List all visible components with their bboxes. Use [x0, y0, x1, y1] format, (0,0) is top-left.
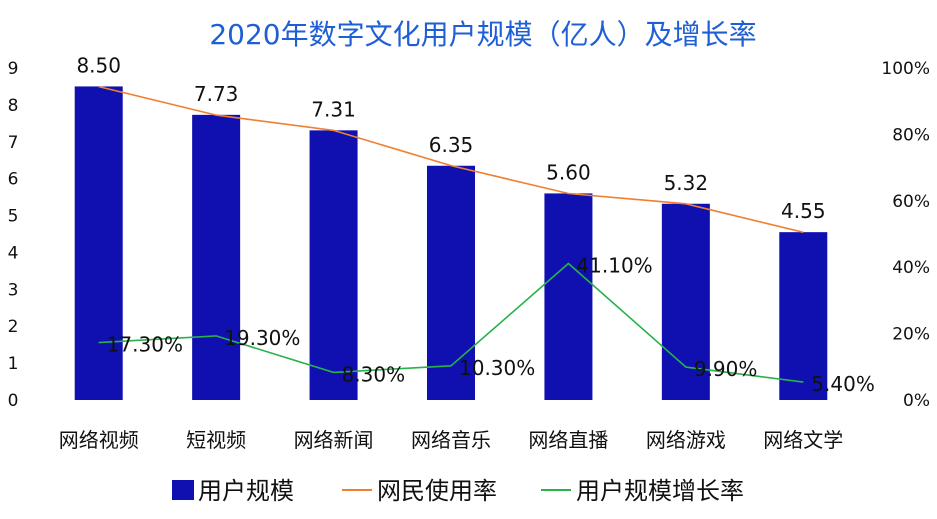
chart-title: 2020年数字文化用户规模（亿人）及增长率: [209, 18, 756, 51]
right-axis-tick-label: 60%: [892, 192, 930, 212]
growth-rate-label: 10.30%: [459, 356, 535, 380]
usage-rate-line: [98, 85, 804, 234]
bar: [74, 86, 123, 400]
line-series: [98, 85, 804, 383]
bar-value-label: 4.55: [781, 199, 826, 223]
right-axis-tick-label: 40%: [892, 258, 930, 278]
bar-value-label: 8.50: [76, 53, 121, 77]
bar-series: [74, 86, 828, 401]
legend: 用户规模 网民使用率 用户规模增长率: [172, 477, 744, 505]
left-axis-tick-label: 7: [8, 133, 19, 153]
left-axis-tick-label: 9: [8, 59, 19, 79]
growth-rate-line: [98, 262, 804, 383]
category-label: 网络视频: [59, 428, 139, 452]
bar-value-label: 5.32: [664, 171, 709, 195]
right-axis-tick-label: 80%: [892, 125, 930, 145]
bar: [779, 232, 828, 400]
category-label: 网络游戏: [646, 428, 726, 452]
legend-label: 网民使用率: [377, 477, 497, 505]
growth-rate-label: 8.30%: [342, 362, 406, 386]
left-axis-tick-label: 2: [8, 317, 19, 337]
category-label: 短视频: [186, 428, 246, 452]
growth-rate-label: 9.90%: [694, 357, 758, 381]
category-label: 网络音乐: [411, 428, 491, 452]
bar-value-label: 6.35: [429, 133, 474, 157]
category-axis: 网络视频 短视频 网络新闻 网络音乐 网络直播 网络游戏 网络文学: [59, 428, 844, 452]
left-axis-tick-label: 1: [8, 354, 19, 374]
data-labels: 8.50 7.73 7.31 6.35 5.60 5.32 4.55 17.30% 19.30%…: [76, 53, 874, 396]
bar-value-label: 7.73: [194, 82, 239, 106]
growth-rate-label: 41.10%: [576, 254, 652, 278]
right-axis-tick-label: 0%: [903, 391, 930, 411]
left-axis-tick-label: 6: [8, 170, 19, 190]
right-axis: 0% 20% 40% 60% 80% 100%: [881, 59, 930, 411]
bar-value-label: 7.31: [311, 97, 356, 121]
legend-label: 用户规模: [198, 477, 294, 505]
right-axis-tick-label: 100%: [881, 59, 930, 79]
left-axis: 0 1 2 3 4 5 6 7 8 9: [8, 59, 19, 411]
bar: [309, 130, 358, 400]
bar: [427, 165, 475, 400]
left-axis-tick-label: 5: [8, 207, 19, 227]
growth-rate-label: 17.30%: [107, 333, 183, 357]
category-label: 网络直播: [528, 428, 608, 452]
left-axis-tick-label: 8: [8, 96, 19, 116]
bar: [192, 114, 241, 401]
left-axis-tick-label: 0: [8, 391, 19, 411]
left-axis-tick-label: 4: [8, 243, 19, 263]
category-label: 网络文学: [763, 428, 843, 452]
growth-rate-label: 5.40%: [811, 372, 875, 396]
legend-label: 用户规模增长率: [576, 477, 744, 505]
right-axis-tick-label: 20%: [892, 325, 930, 345]
bar: [544, 193, 593, 400]
legend-swatch-bar: [172, 480, 194, 500]
growth-rate-label: 19.30%: [224, 326, 300, 350]
left-axis-tick-label: 3: [8, 280, 19, 300]
category-label: 网络新闻: [294, 428, 374, 452]
bar-value-label: 5.60: [546, 160, 591, 184]
